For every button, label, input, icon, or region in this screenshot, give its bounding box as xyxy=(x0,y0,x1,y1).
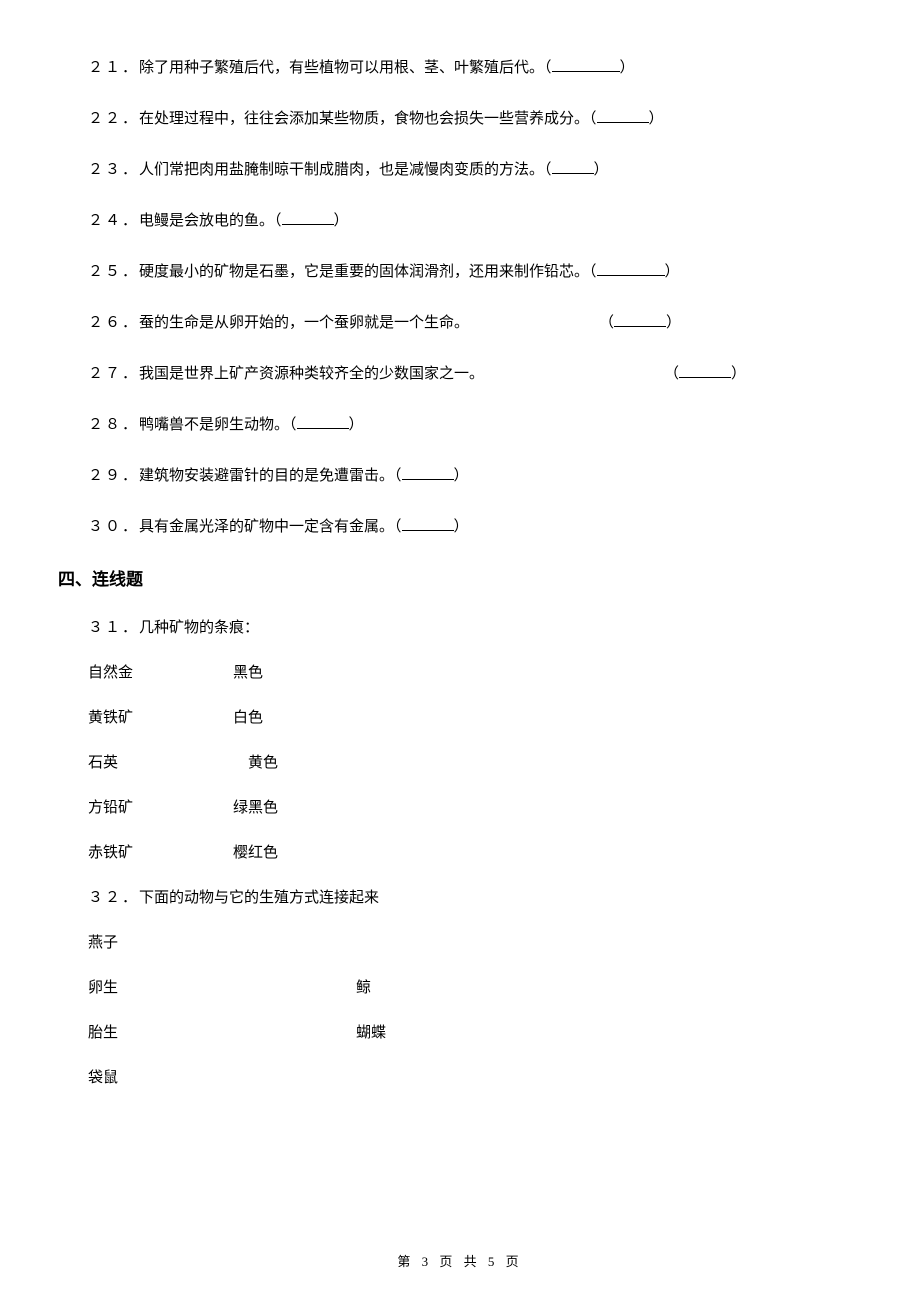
q-num: ２９． xyxy=(88,468,139,484)
match-left: 卵生 xyxy=(88,976,356,997)
section-title: 四、连线题 xyxy=(58,565,862,590)
match-left: 方铅矿 xyxy=(88,796,233,817)
close-paren: ） xyxy=(649,111,664,127)
close-paren: ） xyxy=(334,213,349,229)
q-text: 硬度最小的矿物是石墨，它是重要的固体润滑剂，还用来制作铅芯。（ xyxy=(139,264,597,280)
close-paren: ） xyxy=(620,60,635,76)
match-right: 绿黑色 xyxy=(233,796,278,817)
match-left: 石英 xyxy=(88,751,233,772)
blank[interactable] xyxy=(597,262,665,276)
match-right: 黑色 xyxy=(233,661,263,682)
question-24: ２４．电鳗是会放电的鱼。（ ） xyxy=(88,208,862,235)
match-row: 袋鼠 xyxy=(88,1066,862,1087)
close-paren: ） xyxy=(349,417,364,433)
q-text: 建筑物安装避雷针的目的是免遭雷击。（ xyxy=(139,468,402,484)
q-num: ２６． xyxy=(88,315,139,331)
q-num: ２４． xyxy=(88,213,139,229)
match-row: 卵生 鲸 xyxy=(88,976,862,997)
blank[interactable] xyxy=(297,415,349,429)
close-paren: ） xyxy=(594,162,609,178)
question-27: ２７．我国是世界上矿产资源种类较齐全的少数国家之一。 （ ） xyxy=(88,361,862,388)
question-25: ２５．硬度最小的矿物是石墨，它是重要的固体润滑剂，还用来制作铅芯。（ ） xyxy=(88,259,862,286)
blank[interactable] xyxy=(552,160,594,174)
q-text: 蚕的生命是从卵开始的，一个蚕卵就是一个生命。 xyxy=(139,315,469,331)
match-right: 鲸 xyxy=(356,976,371,997)
match-right: 黄色 xyxy=(233,751,278,772)
match-row: 方铅矿 绿黑色 xyxy=(88,796,862,817)
q-num: ２５． xyxy=(88,264,139,280)
blank[interactable] xyxy=(679,364,731,378)
q-text: 我国是世界上矿产资源种类较齐全的少数国家之一。 xyxy=(139,366,484,382)
open-paren: （ xyxy=(599,315,614,331)
match-row: 黄铁矿 白色 xyxy=(88,706,862,727)
q-text: 电鳗是会放电的鱼。（ xyxy=(139,213,282,229)
q-text: 除了用种子繁殖后代，有些植物可以用根、茎、叶繁殖后代。（ xyxy=(139,60,552,76)
match-left: 自然金 xyxy=(88,661,233,682)
q-text: 人们常把肉用盐腌制晾干制成腊肉，也是减慢肉变质的方法。（ xyxy=(139,162,552,178)
close-paren: ） xyxy=(454,468,469,484)
question-22: ２２．在处理过程中，往往会添加某些物质，食物也会损失一些营养成分。（ ） xyxy=(88,106,862,133)
q-num: ２８． xyxy=(88,417,139,433)
close-paren: ） xyxy=(454,519,469,535)
blank[interactable] xyxy=(552,58,620,72)
match-left: 黄铁矿 xyxy=(88,706,233,727)
q-num: ２１． xyxy=(88,60,139,76)
q-num: ３１． xyxy=(88,620,139,636)
q-title: 几种矿物的条痕： xyxy=(139,620,259,636)
question-26: ２６．蚕的生命是从卵开始的，一个蚕卵就是一个生命。 （ ） xyxy=(88,310,862,337)
q-num: ３０． xyxy=(88,519,139,535)
q-num: ２２． xyxy=(88,111,139,127)
question-28: ２８．鸭嘴兽不是卵生动物。（ ） xyxy=(88,412,862,439)
question-21: ２１．除了用种子繁殖后代，有些植物可以用根、茎、叶繁殖后代。（ ） xyxy=(88,55,862,82)
blank[interactable] xyxy=(282,211,334,225)
match-right: 蝴蝶 xyxy=(356,1021,386,1042)
close-paren: ） xyxy=(665,264,680,280)
question-31-header: ３１．几种矿物的条痕： xyxy=(88,616,862,637)
q-num: ３２． xyxy=(88,890,139,906)
q-num: ２７． xyxy=(88,366,139,382)
match-row: 赤铁矿 樱红色 xyxy=(88,841,862,862)
match-row: 胎生 蝴蝶 xyxy=(88,1021,862,1042)
match-right: 白色 xyxy=(233,706,263,727)
match-row: 自然金 黑色 xyxy=(88,661,862,682)
q-text: 鸭嘴兽不是卵生动物。（ xyxy=(139,417,297,433)
match-left: 胎生 xyxy=(88,1021,356,1042)
question-29: ２９．建筑物安装避雷针的目的是免遭雷击。（ ） xyxy=(88,463,862,490)
match-left: 燕子 xyxy=(88,931,356,952)
q-text: 具有金属光泽的矿物中一定含有金属。（ xyxy=(139,519,402,535)
match-row: 石英 黄色 xyxy=(88,751,862,772)
q-title: 下面的动物与它的生殖方式连接起来 xyxy=(139,890,379,906)
question-32-header: ３２．下面的动物与它的生殖方式连接起来 xyxy=(88,886,862,907)
close-paren: ） xyxy=(666,315,681,331)
q-text: 在处理过程中，往往会添加某些物质，食物也会损失一些营养成分。（ xyxy=(139,111,597,127)
match-left: 赤铁矿 xyxy=(88,841,233,862)
blank[interactable] xyxy=(402,517,454,531)
match-row: 燕子 xyxy=(88,931,862,952)
q-num: ２３． xyxy=(88,162,139,178)
question-30: ３０．具有金属光泽的矿物中一定含有金属。（ ） xyxy=(88,514,862,541)
match-right: 樱红色 xyxy=(233,841,278,862)
close-paren: ） xyxy=(731,366,746,382)
blank[interactable] xyxy=(614,313,666,327)
page-footer: 第 3 页 共 5 页 xyxy=(0,1251,920,1270)
question-23: ２３．人们常把肉用盐腌制晾干制成腊肉，也是减慢肉变质的方法。（ ） xyxy=(88,157,862,184)
blank[interactable] xyxy=(597,109,649,123)
open-paren: （ xyxy=(664,366,679,382)
match-left: 袋鼠 xyxy=(88,1066,356,1087)
blank[interactable] xyxy=(402,466,454,480)
